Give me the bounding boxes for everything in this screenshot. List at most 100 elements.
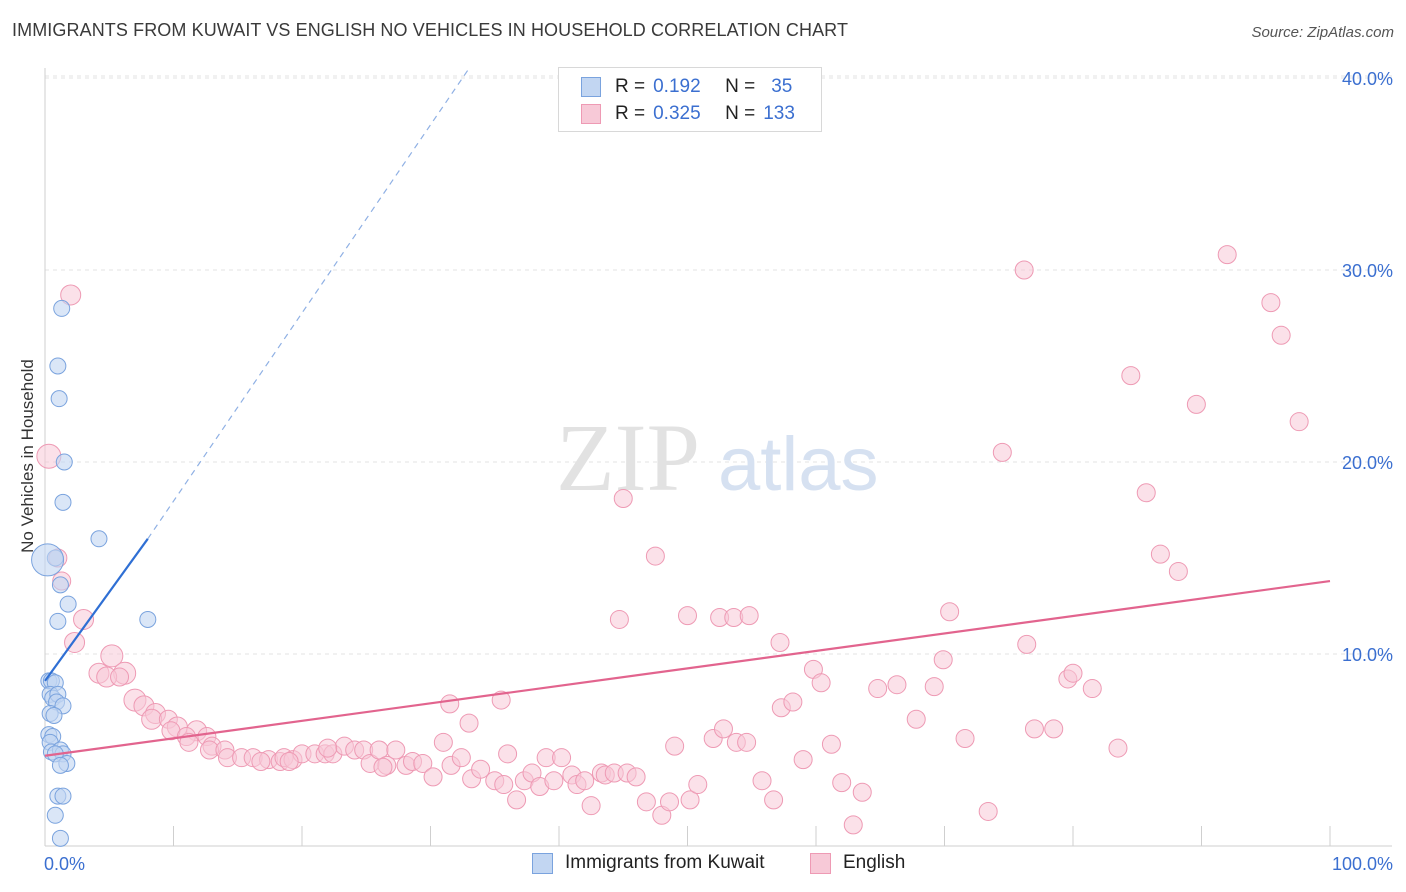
watermark: ZIP atlas [556,404,879,511]
english-point [1063,663,1083,683]
english-point [386,740,406,760]
legend-r-value: 0.192 [653,76,701,97]
english-point [507,790,527,810]
series-label-kuwait: Immigrants from Kuwait [565,852,765,873]
english-point [552,748,572,768]
english-point [906,709,926,729]
kuwait-point [45,706,63,724]
english-point [1150,544,1170,564]
kuwait-point [49,357,67,375]
kuwait-point [49,612,67,630]
english-point [544,771,564,791]
kuwait-point [90,530,108,548]
english-point [940,602,960,622]
english-point [1168,561,1188,581]
english-point [581,796,601,816]
english-point [1271,325,1291,345]
series-swatch-english [810,852,831,874]
tick-labels: 10.0% 20.0% 30.0% 40.0% 0.0% 100.0% [44,69,1393,874]
english-point [318,738,338,758]
english-point [933,650,953,670]
kuwait-point [31,543,65,577]
english-point [793,750,813,770]
english-point [433,732,453,752]
legend-n-value: 133 [763,103,795,124]
series-legend: Immigrants from Kuwait English [0,852,1406,878]
kuwait-point [51,829,69,847]
english-point [1017,634,1037,654]
english-point [1108,738,1128,758]
english-point [770,632,790,652]
series-legend-kuwait: Immigrants from Kuwait [532,852,765,874]
english-point [110,667,130,687]
english-point [498,744,518,764]
kuwait-point [139,610,157,628]
english-point [645,546,665,566]
english-point [636,792,656,812]
english-point [739,606,759,626]
english-point [440,694,460,714]
legend-r-label: R = [615,76,646,97]
english-point [1014,260,1034,280]
kuwait-point [50,390,68,408]
english-point [609,609,629,629]
english-point [1082,679,1102,699]
legend-r-value: 0.325 [653,103,701,124]
english-point [680,790,700,810]
x-tick-label: 0.0% [44,854,85,874]
english-point [737,732,757,752]
y-tick-label: 40.0% [1342,69,1393,89]
english-point [1186,394,1206,414]
y-tick-label: 10.0% [1342,645,1393,665]
english-point [279,752,299,772]
english-point [821,734,841,754]
english-point [852,782,872,802]
english-point [783,692,803,712]
x-tick-label: 100.0% [1332,854,1393,874]
english-point [494,775,514,795]
english-point [491,690,511,710]
series-legend-english: English [810,852,905,874]
legend-row-kuwait: R = 0.192 N = 35 [581,75,792,99]
kuwait-trend-line [44,538,149,682]
correlation-legend: R = 0.192 N = 35 R = 0.325 N = 133 [558,67,822,132]
legend-row-english: R = 0.325 N = 133 [581,102,795,126]
trend-lines [44,68,1331,757]
legend-n-value: 35 [771,76,793,97]
english-point [251,752,271,772]
kuwait-point [51,576,69,594]
english-point [626,767,646,787]
english-point [100,644,124,668]
source-note: Source: ZipAtlas.com [1251,24,1394,41]
kuwait-point [54,493,72,511]
english-point [764,790,784,810]
kuwait-point [53,299,71,317]
kuwait-trend-extension [147,68,470,540]
english-point [459,713,479,733]
legend-r-label: R = [615,103,646,124]
english-point [832,773,852,793]
english-point [451,748,471,768]
english-trend-line [44,579,1331,757]
english-point [992,442,1012,462]
english-point [868,679,888,699]
english-point [613,488,633,508]
english-points [36,245,1309,835]
english-point [752,771,772,791]
legend-swatch-english [581,104,601,124]
english-point [978,801,998,821]
english-point [141,708,163,730]
english-point [688,775,708,795]
english-point [1044,719,1064,739]
english-point [955,728,975,748]
english-point [1261,293,1281,313]
legend-swatch-kuwait [581,77,601,97]
english-point [471,759,491,779]
kuwait-point [54,787,72,805]
english-point [713,719,733,739]
english-point [678,606,697,626]
english-point [423,767,443,787]
english-point [1217,245,1237,265]
english-point [811,673,831,693]
